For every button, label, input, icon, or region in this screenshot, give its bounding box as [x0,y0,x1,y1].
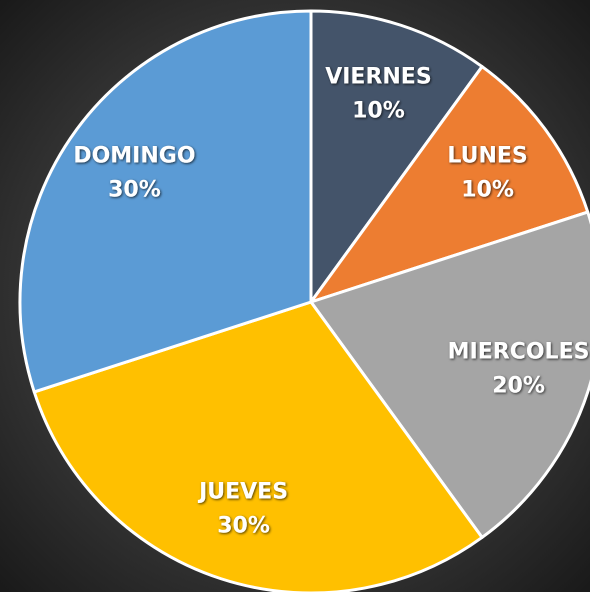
slice [309,65,590,304]
slice [309,210,590,539]
labels: VIERNES 10% LUNES 10% MIERCOLES 20% JUEVES 30% D… [73,64,589,538]
slice-category-label: DOMINGO [73,144,195,169]
pie [18,9,590,592]
slice [18,9,313,394]
slice-value-label: 30% [108,178,161,203]
slice-value-label: 10% [352,98,405,123]
slice-value-label: 10% [461,178,514,203]
slice-category-label: VIERNES [325,64,431,89]
slice-value-label: 30% [217,514,270,539]
slice-category-label: JUEVES [197,480,288,505]
slice-value-label: 20% [492,373,545,398]
slice [309,9,484,304]
slice-category-label: LUNES [447,144,527,169]
slice [32,300,484,592]
slice-category-label: MIERCOLES [448,339,590,364]
